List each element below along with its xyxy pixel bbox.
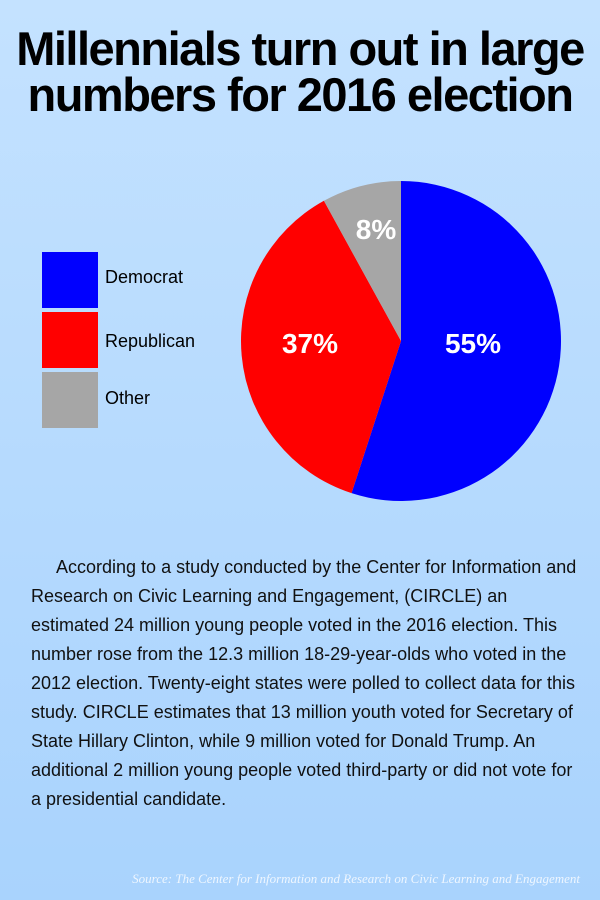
chart-title: Millennials turn out in large numbers fo… bbox=[0, 25, 600, 121]
pie-chart: 55% 37% 8% bbox=[240, 181, 561, 501]
legend-label-republican: Republican bbox=[105, 331, 196, 351]
legend-swatch-republican bbox=[42, 312, 98, 368]
legend-label-democrat: Democrat bbox=[105, 267, 184, 287]
body-paragraph: According to a study conducted by the Ce… bbox=[31, 557, 577, 809]
pie-label-other: 8% bbox=[356, 214, 397, 245]
legend-label-other: Other bbox=[105, 388, 151, 408]
pie-label-republican: 37% bbox=[282, 328, 338, 359]
pie-slice-other bbox=[323, 181, 401, 341]
legend-swatch-democrat bbox=[42, 252, 98, 308]
source-note: Source: The Center for Information and R… bbox=[132, 871, 580, 886]
pie-label-democrat: 55% bbox=[445, 328, 501, 359]
title-line-2: numbers for 2016 election bbox=[27, 68, 574, 121]
pie-slice-democrat bbox=[351, 181, 561, 501]
legend-swatch-other bbox=[42, 372, 98, 428]
body-text: According to a study conducted by the Ce… bbox=[31, 553, 579, 814]
title-line-1: Millennials turn out in large bbox=[16, 22, 585, 75]
pie-slice-republican bbox=[240, 200, 401, 494]
